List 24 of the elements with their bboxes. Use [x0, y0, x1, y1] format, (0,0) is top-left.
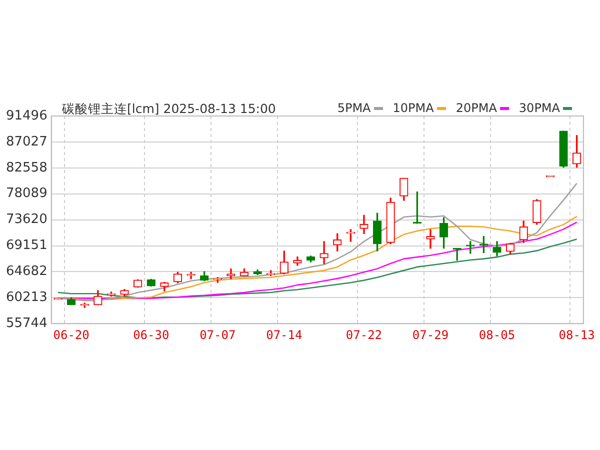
y-tick-label: 73620 [6, 212, 48, 228]
x-tick-label: 08-05 [478, 328, 516, 342]
legend-label: 10PMA [392, 101, 434, 115]
y-tick-label: 60213 [6, 290, 48, 306]
legend-label: 30PMA [518, 101, 560, 115]
candlestick [426, 229, 435, 249]
y-tick-label: 78089 [6, 186, 48, 202]
x-tick-label: 07-29 [412, 328, 449, 342]
candlestick [320, 241, 328, 264]
legend-label: 20PMA [456, 101, 497, 115]
chart-title: 碳酸锂主连[lcm] 2025-08-13 15:00 [62, 101, 276, 118]
y-tick-label: 91496 [6, 108, 48, 124]
x-tick-label: 06-20 [53, 328, 90, 342]
legend-label: 5PMA [337, 101, 371, 115]
y-tick-label: 64682 [6, 264, 48, 280]
x-tick-label: 08-13 [558, 328, 595, 342]
x-tick-label: 07-14 [266, 328, 302, 342]
x-tick-label: 07-07 [200, 328, 236, 342]
x-tick-label: 07-22 [346, 328, 382, 342]
y-tick-label: 87027 [6, 134, 48, 150]
y-tick-label: 69151 [6, 238, 48, 254]
y-tick-label: 82558 [6, 160, 48, 176]
y-tick-label: 55744 [6, 316, 48, 331]
x-tick-label: 06-30 [133, 328, 170, 342]
